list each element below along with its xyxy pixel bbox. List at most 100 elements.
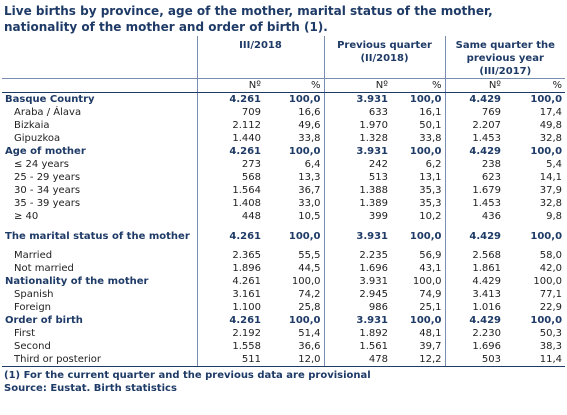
cell-number: 3.931 bbox=[323, 92, 391, 106]
table-row: Foreign 1.100 25,8 986 25,1 1.016 22,9 bbox=[2, 301, 565, 314]
cell-number: 1.453 bbox=[444, 132, 505, 145]
cell-number: 1.892 bbox=[323, 327, 391, 340]
row-label: Second bbox=[14, 341, 51, 352]
cell-percent: 39,7 bbox=[419, 341, 442, 352]
header-row-periods: III/2018 Previous quarter (II/2018) Same… bbox=[2, 36, 566, 79]
header-row-units: Nº % Nº % Nº % bbox=[2, 78, 566, 93]
table-row: The marital status of the mother 4.261 100… bbox=[2, 223, 565, 249]
cell-percent: 22,9 bbox=[539, 302, 563, 313]
cell-percent: 25,8 bbox=[298, 302, 321, 313]
cell-percent: 16,1 bbox=[419, 107, 442, 118]
row-label: Married bbox=[14, 250, 53, 261]
row-label: ≥ 40 bbox=[14, 211, 39, 222]
table-row: Basque Country 4.261 100,0 3.931 100,0 4.429 1… bbox=[2, 92, 565, 106]
table-row: Order of birth 4.261 100,0 3.931 100,0 4.429 1… bbox=[2, 314, 565, 327]
cell-number: 2.235 bbox=[323, 249, 391, 262]
table-row: Married 2.365 55,5 2.235 56,9 2.568 58,0 bbox=[2, 249, 565, 262]
cell-percent: 37,9 bbox=[539, 185, 563, 196]
cell-percent: 100,0 bbox=[530, 94, 563, 105]
footnote-source: Source: Eustat. Birth statistics bbox=[4, 383, 177, 394]
cell-percent: 100,0 bbox=[288, 146, 321, 157]
header-pct: % bbox=[264, 78, 324, 93]
cell-number: 478 bbox=[323, 353, 391, 367]
cell-number: 4.429 bbox=[444, 314, 505, 327]
row-label: 25 - 29 years bbox=[14, 172, 81, 183]
table-row: Araba / Álava 709 16,6 633 16,1 769 17,4 bbox=[2, 106, 565, 119]
table-row: Age of mother 4.261 100,0 3.931 100,0 4.429 10… bbox=[2, 145, 565, 158]
cell-number: 1.679 bbox=[444, 184, 505, 197]
cell-percent: 100,0 bbox=[409, 230, 442, 242]
table-row: Third or posterior 511 12,0 478 12,2 503 11,4 bbox=[2, 353, 566, 367]
cell-number: 633 bbox=[323, 106, 391, 119]
cell-percent: 74,2 bbox=[298, 289, 321, 300]
cell-number: 1.328 bbox=[323, 132, 391, 145]
header-period-last-year: Same quarter the previous year (III/2017… bbox=[444, 36, 566, 79]
cell-percent: 38,3 bbox=[539, 341, 563, 352]
cell-percent: 25,1 bbox=[419, 302, 442, 313]
header-pct: % bbox=[504, 78, 566, 93]
cell-number: 4.429 bbox=[444, 275, 505, 288]
cell-number: 1.100 bbox=[196, 301, 264, 314]
row-label: Spanish bbox=[14, 289, 54, 300]
cell-number: 709 bbox=[196, 106, 264, 119]
table-row: Second 1.558 36,6 1.561 39,7 1.696 38,3 bbox=[2, 340, 565, 353]
table-row: 30 - 34 years 1.564 36,7 1.388 35,3 1.679 37,9 bbox=[2, 184, 565, 197]
table-row: 25 - 29 years 568 13,3 513 13,1 623 14,1 bbox=[2, 171, 565, 184]
cell-percent: 50,3 bbox=[539, 328, 563, 339]
cell-percent: 100,0 bbox=[288, 94, 321, 105]
header-period-previous: Previous quarter (II/2018) bbox=[323, 36, 446, 79]
cell-percent: 100,0 bbox=[412, 276, 442, 287]
table-row: Gipuzkoa 1.440 33,8 1.328 33,8 1.453 32,8 bbox=[2, 132, 565, 145]
cell-number: 1.561 bbox=[323, 340, 391, 353]
cell-percent: 10,5 bbox=[298, 211, 321, 222]
header-num: Nº bbox=[196, 78, 264, 93]
cell-number: 4.261 bbox=[196, 145, 264, 158]
cell-number: 1.861 bbox=[444, 262, 505, 275]
row-label: The marital status of the mother bbox=[5, 230, 190, 242]
cell-number: 2.230 bbox=[444, 327, 505, 340]
row-label: Third or posterior bbox=[2, 353, 197, 367]
footnote-provisional: (1) For the current quarter and the prev… bbox=[4, 370, 371, 381]
cell-percent: 42,0 bbox=[539, 263, 563, 274]
cell-number: 4.429 bbox=[444, 92, 505, 106]
cell-percent: 56,9 bbox=[419, 250, 442, 261]
cell-percent: 6,4 bbox=[304, 159, 321, 170]
cell-number: 503 bbox=[444, 353, 505, 367]
cell-number: 4.261 bbox=[196, 92, 264, 106]
cell-percent: 55,5 bbox=[298, 250, 321, 261]
header-period-current: III/2018 bbox=[196, 36, 324, 79]
row-label: Age of mother bbox=[5, 146, 86, 157]
cell-percent: 12,0 bbox=[264, 353, 324, 367]
row-label: Gipuzkoa bbox=[14, 133, 61, 144]
cell-percent: 100,0 bbox=[533, 276, 563, 287]
cell-percent: 33,8 bbox=[419, 133, 442, 144]
row-label: Bizkaia bbox=[14, 120, 50, 131]
cell-percent: 48,1 bbox=[419, 328, 442, 339]
cell-number: 1.970 bbox=[323, 119, 391, 132]
cell-percent: 100,0 bbox=[291, 276, 321, 287]
cell-percent: 100,0 bbox=[530, 146, 563, 157]
cell-number: 1.564 bbox=[196, 184, 264, 197]
cell-number: 1.696 bbox=[323, 262, 391, 275]
cell-number: 2.207 bbox=[444, 119, 505, 132]
cell-number: 4.261 bbox=[196, 223, 264, 249]
cell-number: 1.408 bbox=[196, 197, 264, 210]
cell-number: 4.261 bbox=[196, 275, 264, 288]
cell-percent: 10,2 bbox=[419, 211, 442, 222]
cell-percent: 16,6 bbox=[298, 107, 321, 118]
cell-percent: 100,0 bbox=[530, 230, 563, 242]
row-label: ≤ 24 years bbox=[14, 159, 69, 170]
cell-percent: 33,8 bbox=[298, 133, 321, 144]
row-label: First bbox=[14, 328, 36, 339]
cell-percent: 5,4 bbox=[546, 159, 563, 170]
row-label: Foreign bbox=[14, 302, 52, 313]
cell-number: 2.365 bbox=[196, 249, 264, 262]
cell-number: 273 bbox=[196, 158, 264, 171]
cell-number: 769 bbox=[444, 106, 505, 119]
cell-percent: 11,4 bbox=[504, 353, 566, 367]
cell-number: 399 bbox=[323, 210, 391, 223]
table-title: Live births by province, age of the moth… bbox=[4, 4, 493, 34]
cell-number: 1.453 bbox=[444, 197, 505, 210]
cell-number: 4.261 bbox=[196, 314, 264, 327]
table-row: Nationality of the mother 4.261 100,0 3.931… bbox=[2, 275, 565, 288]
